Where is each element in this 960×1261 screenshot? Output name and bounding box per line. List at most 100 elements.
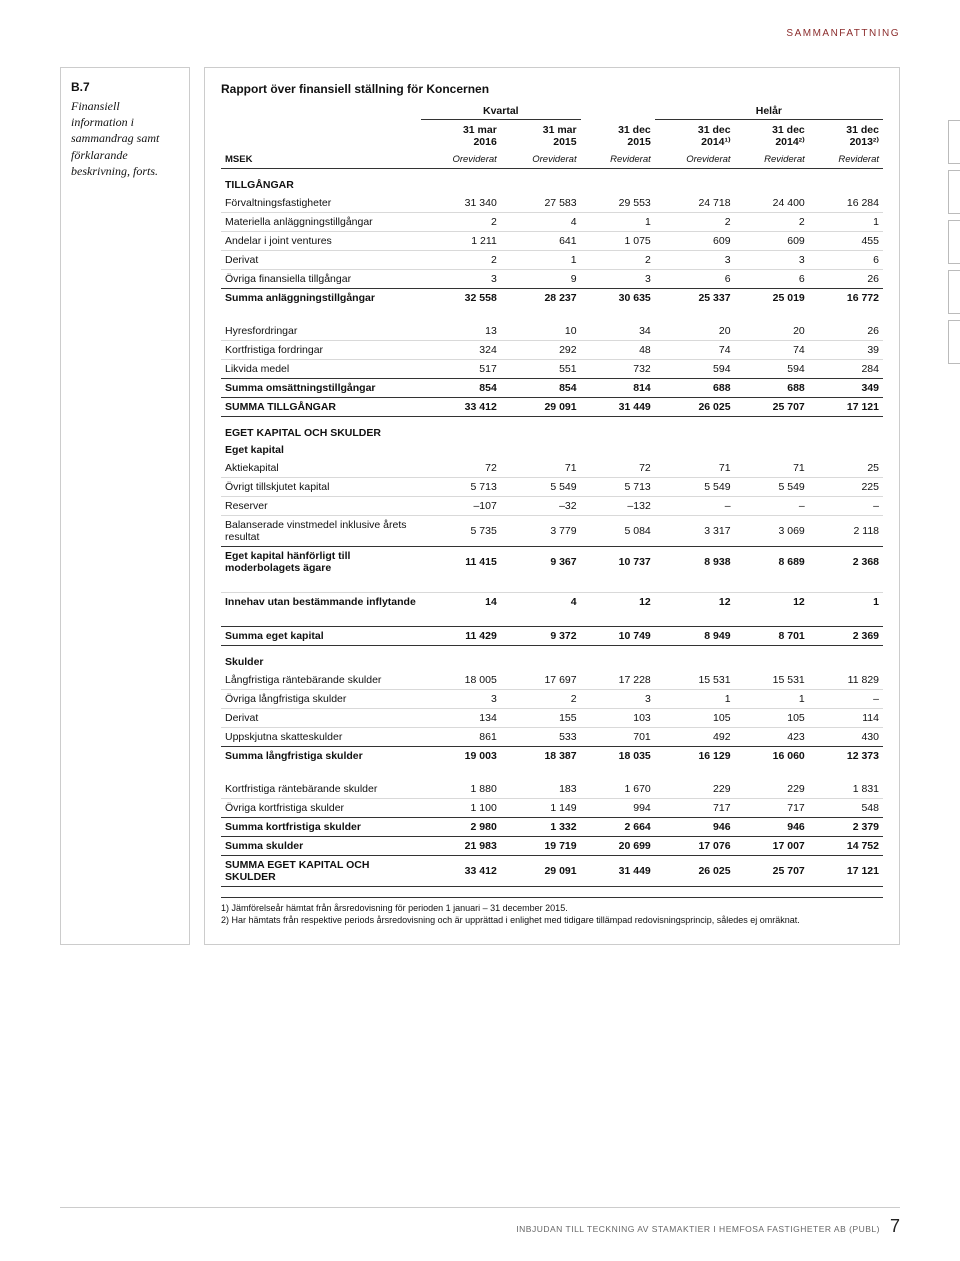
row-value: 3 [421, 690, 501, 709]
table-row: Hyresfordringar131034202026 [221, 322, 883, 341]
page-footer: INBJUDAN TILL TECKNING AV STAMAKTIER I H… [60, 1207, 900, 1237]
audit-cell: Reviderat [735, 151, 809, 169]
row-value: 114 [809, 709, 883, 728]
sum-row: Summa omsättningstillgångar 854854814688… [221, 379, 883, 398]
row-value: 609 [655, 232, 735, 251]
left-sidebar: B.7 Finansiell information i sammandrag … [60, 67, 190, 945]
row-value: 1 075 [581, 232, 655, 251]
skulder-total-row: Summa skulder 21 98319 71920 69917 07617… [221, 837, 883, 856]
row-value: 6 [809, 251, 883, 270]
row-value: 39 [809, 341, 883, 360]
row-value: 1 670 [581, 780, 655, 799]
grand-total-row: SUMMA EGET KAPITAL OCH SKULDER 33 41229 … [221, 856, 883, 887]
row-value: 225 [809, 478, 883, 497]
row-value: 15 531 [655, 671, 735, 690]
row-label: Övriga finansiella tillgångar [221, 270, 421, 289]
row-value: 423 [735, 728, 809, 747]
row-value: 1 [581, 213, 655, 232]
side-tab [948, 270, 960, 314]
row-value: 24 718 [655, 194, 735, 213]
audit-cell: Reviderat [809, 151, 883, 169]
row-value: 24 400 [735, 194, 809, 213]
total-assets-row: SUMMA TILLGÅNGAR 33 41229 09131 44926 02… [221, 398, 883, 417]
row-value: 1 [655, 690, 735, 709]
row-value: 994 [581, 799, 655, 818]
table-row: Förvaltningsfastigheter31 34027 58329 55… [221, 194, 883, 213]
row-value: 1 [735, 690, 809, 709]
msek-label: MSEK [221, 151, 421, 169]
side-tab [948, 320, 960, 364]
row-value: 3 317 [655, 516, 735, 547]
table-period-row: Kvartal Helår [221, 102, 883, 120]
audit-cell: Oreviderat [501, 151, 581, 169]
row-value: 5 735 [421, 516, 501, 547]
row-value: 861 [421, 728, 501, 747]
footnote: 2) Har hämtats från respektive periods å… [221, 914, 883, 926]
row-value: 717 [735, 799, 809, 818]
table-row: Kortfristiga fordringar32429248747439 [221, 341, 883, 360]
page-number: 7 [890, 1216, 900, 1237]
audit-cell: Oreviderat [421, 151, 501, 169]
side-tabs [948, 120, 960, 364]
col-l2: 2015 [627, 136, 650, 148]
row-value: 594 [655, 360, 735, 379]
row-value: 1 149 [501, 799, 581, 818]
row-value: 533 [501, 728, 581, 747]
row-value: 1 211 [421, 232, 501, 251]
row-value: 3 [655, 251, 735, 270]
row-value: 3 069 [735, 516, 809, 547]
table-row: Övriga kortfristiga skulder1 1001 149994… [221, 799, 883, 818]
row-value: 17 228 [581, 671, 655, 690]
row-value: 105 [735, 709, 809, 728]
row-value: 717 [655, 799, 735, 818]
side-tab [948, 170, 960, 214]
row-value: 517 [421, 360, 501, 379]
row-label: Övrigt tillskjutet kapital [221, 478, 421, 497]
row-label: Hyresfordringar [221, 322, 421, 341]
row-value: 548 [809, 799, 883, 818]
row-value: 1 100 [421, 799, 501, 818]
row-label: Derivat [221, 709, 421, 728]
side-tab [948, 120, 960, 164]
row-value: 2 [581, 251, 655, 270]
row-label: Andelar i joint ventures [221, 232, 421, 251]
row-value: 2 [655, 213, 735, 232]
col-l1: 31 dec [618, 124, 651, 136]
row-value: 15 531 [735, 671, 809, 690]
row-label: Förvaltningsfastigheter [221, 194, 421, 213]
footnote: 1) Jämförelseår hämtat från årsredovisni… [221, 902, 883, 914]
row-value: 455 [809, 232, 883, 251]
row-value: 229 [735, 780, 809, 799]
row-value: 324 [421, 341, 501, 360]
period-kvartal: Kvartal [421, 102, 581, 120]
row-value: 2 [501, 690, 581, 709]
row-value: 29 553 [581, 194, 655, 213]
section-head: EGET KAPITAL OCH SKULDER [221, 417, 883, 443]
table-audit-row: MSEK Oreviderat Oreviderat Reviderat Ore… [221, 151, 883, 169]
col-l2: 2013²⁾ [850, 136, 879, 148]
financial-table: Kvartal Helår 31 mar2016 31 mar2015 31 d… [221, 102, 883, 887]
report-panel: Rapport över finansiell ställning för Ko… [204, 67, 900, 945]
table-row: Reserver–107–32–132––– [221, 497, 883, 516]
ek-total-row: Summa eget kapital 11 4299 37210 7498 94… [221, 627, 883, 646]
row-value: 2 [421, 251, 501, 270]
row-value: 26 [809, 322, 883, 341]
table-row: Övriga finansiella tillgångar3936626 [221, 270, 883, 289]
row-value: 34 [581, 322, 655, 341]
row-value: –107 [421, 497, 501, 516]
row-value: 16 284 [809, 194, 883, 213]
row-value: 74 [655, 341, 735, 360]
row-value: 3 [581, 690, 655, 709]
row-value: 183 [501, 780, 581, 799]
row-value: –32 [501, 497, 581, 516]
section-subhead: Skulder [221, 646, 883, 672]
row-label: Kortfristiga fordringar [221, 341, 421, 360]
row-label: Likvida medel [221, 360, 421, 379]
row-value: 26 [809, 270, 883, 289]
sum-row: Summa kortfristiga skulder 2 9801 3322 6… [221, 818, 883, 837]
row-value: 71 [655, 459, 735, 478]
row-value: – [809, 690, 883, 709]
row-value: 292 [501, 341, 581, 360]
row-value: 31 340 [421, 194, 501, 213]
row-value: 5 084 [581, 516, 655, 547]
